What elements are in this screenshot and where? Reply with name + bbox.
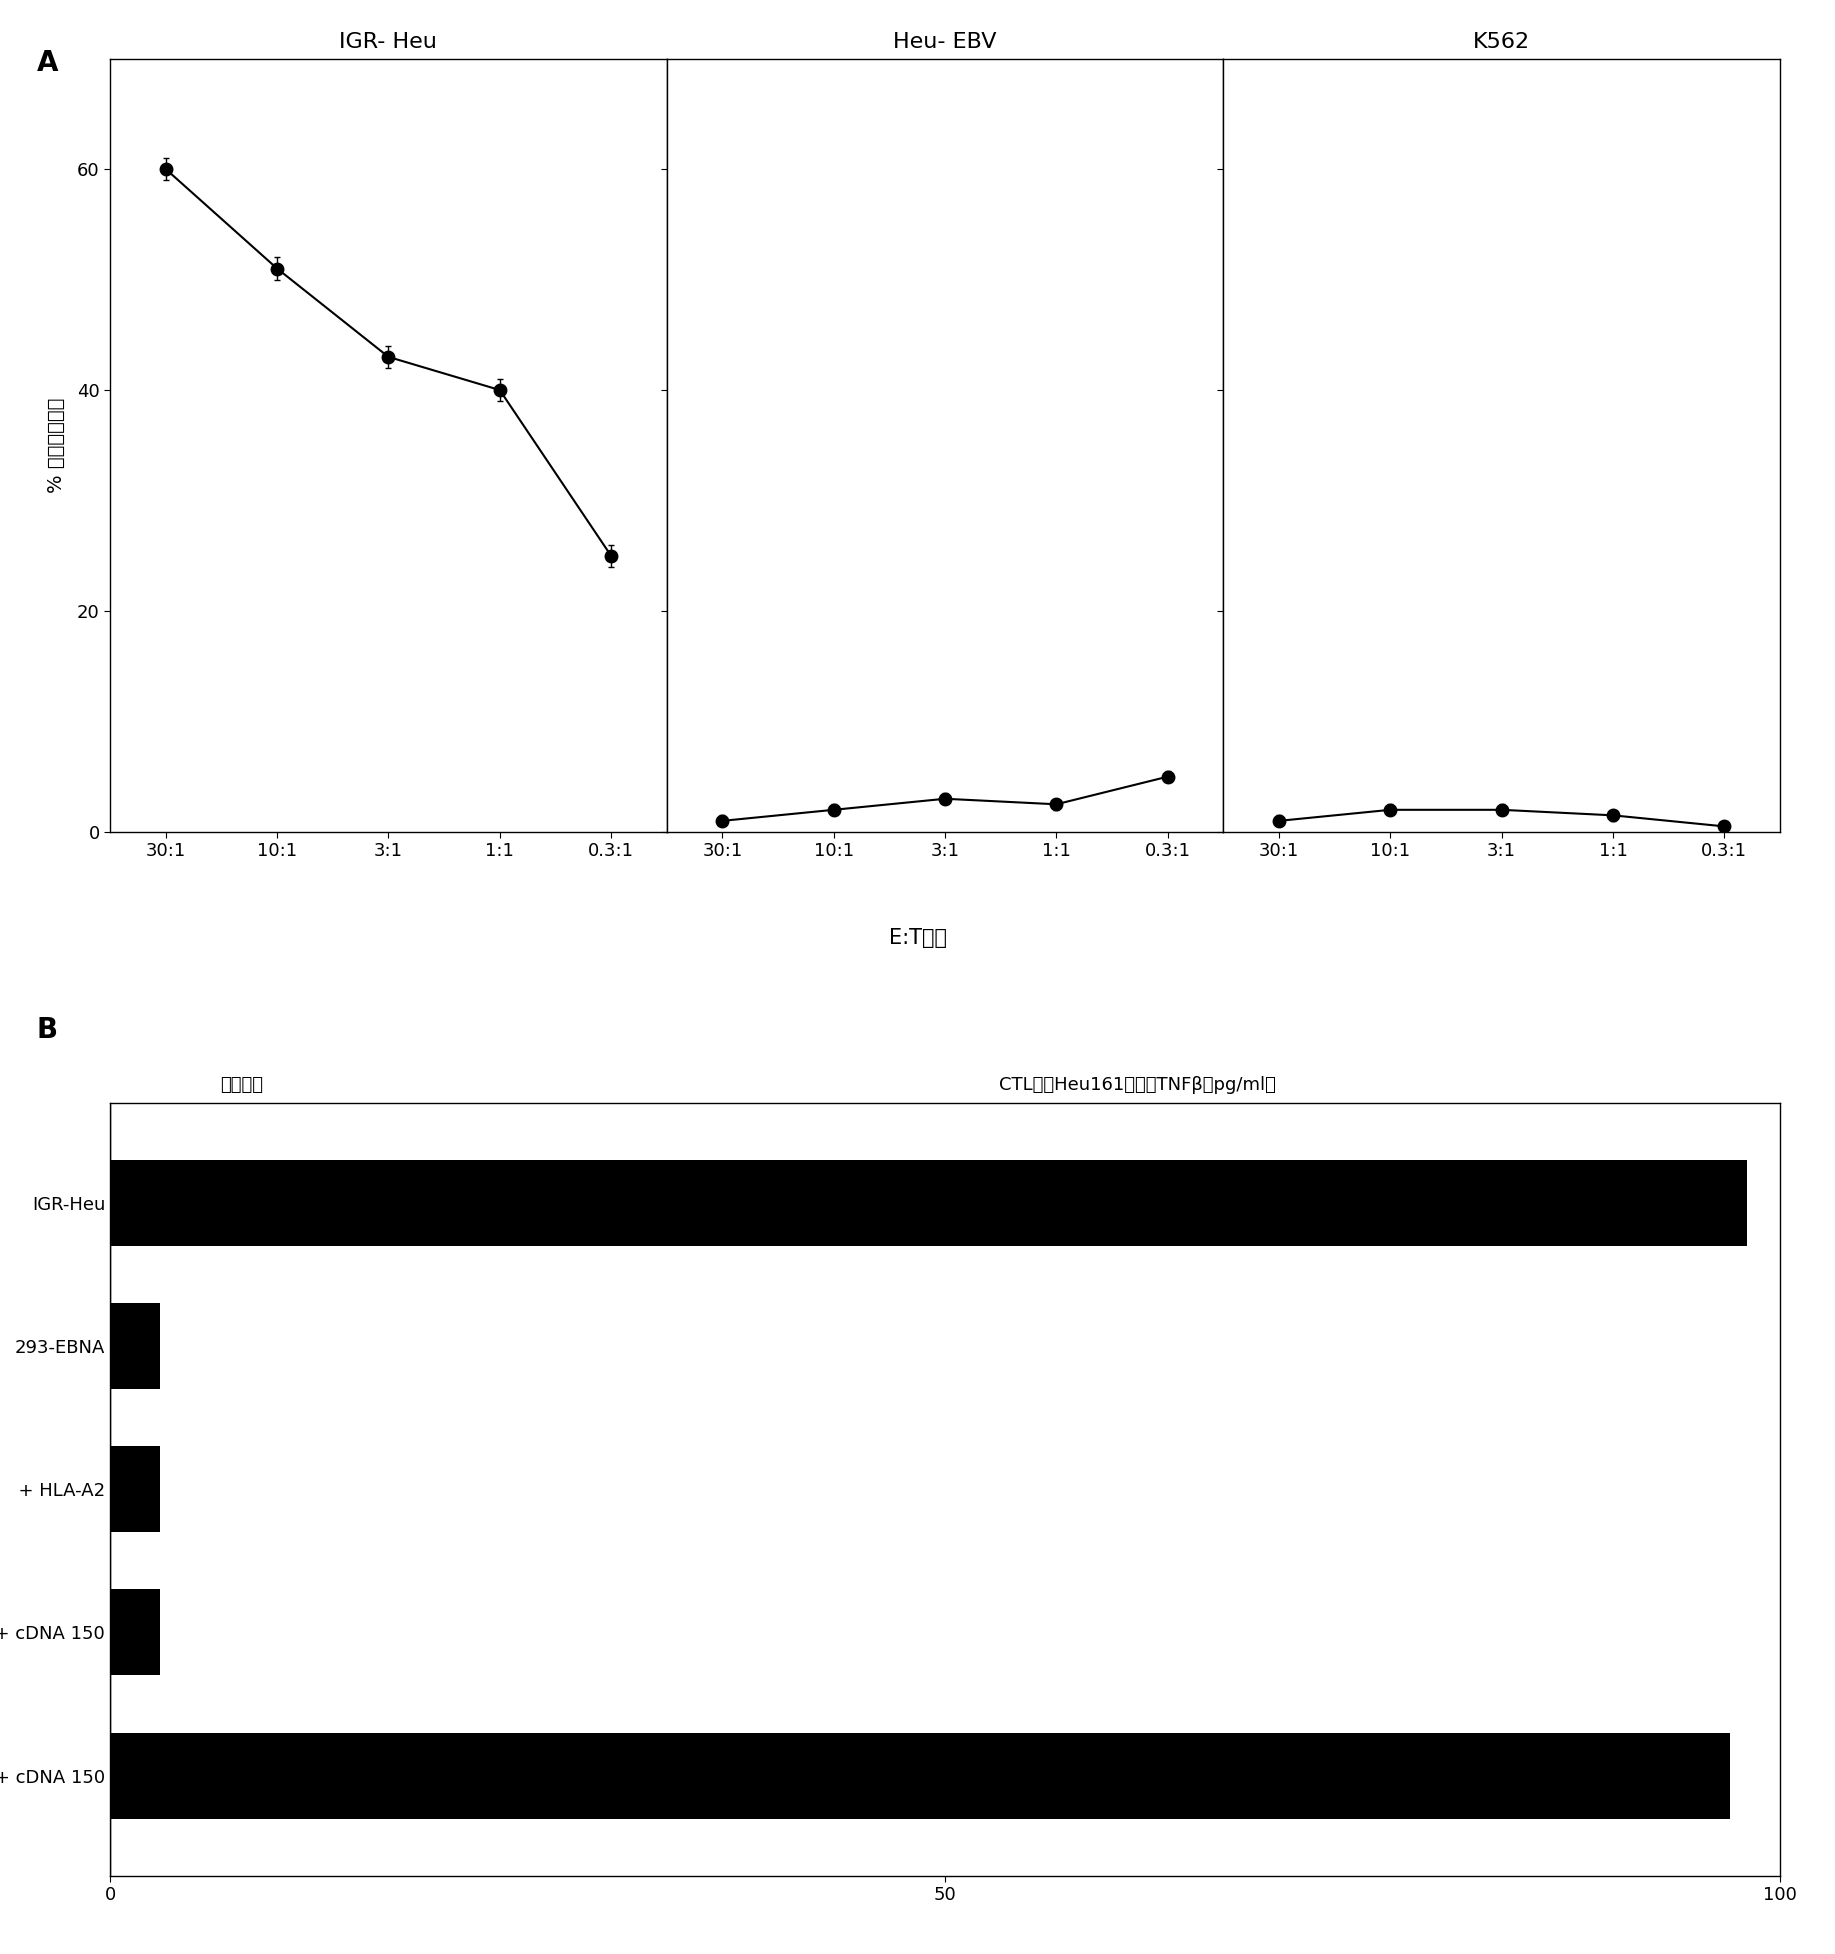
Title: K562: K562 [1474,31,1530,51]
Title: Heu- EBV: Heu- EBV [894,31,996,51]
Y-axis label: % 特异性溶解率: % 特异性溶解率 [48,397,66,492]
Text: E:T比率: E:T比率 [888,928,947,948]
Title: IGR- Heu: IGR- Heu [339,31,437,51]
Bar [110,1589,160,1675]
Text: B: B [37,1016,59,1043]
Text: CTL克隆Heu161产生的TNFβ（pg/ml）: CTL克隆Heu161产生的TNFβ（pg/ml） [1000,1077,1275,1094]
Text: 刺激细胞: 刺激细胞 [220,1077,262,1094]
Bar [110,1161,1747,1247]
Bar [110,1446,160,1532]
Text: A: A [37,49,59,76]
Bar [110,1733,1730,1819]
Bar [110,1303,160,1389]
